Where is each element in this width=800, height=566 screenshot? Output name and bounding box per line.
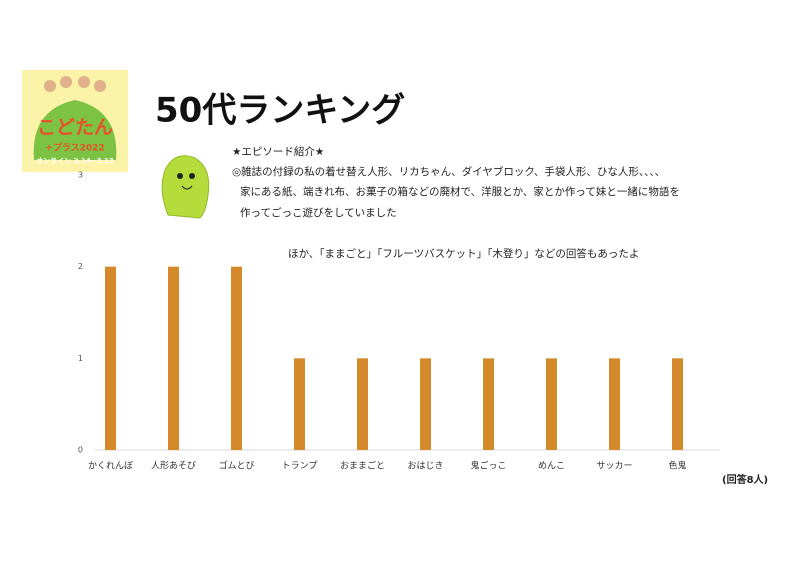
note: ほか、「ままごと」「フルーツバスケット」「木登り」などの回答もあったよ (288, 247, 639, 260)
bar (420, 358, 431, 450)
episode-heading: ★エピソード紹介★ (232, 145, 324, 158)
mascot-body (161, 155, 210, 219)
x-tick-label: 色鬼 (668, 460, 686, 472)
bar (483, 358, 494, 450)
mascot-eye (177, 173, 183, 179)
x-tick-label: おはじき (407, 461, 443, 472)
bar (672, 358, 683, 450)
x-tick-label: めんこ (538, 461, 565, 472)
bar (609, 358, 620, 450)
x-tick-label: ゴムとび (218, 460, 254, 472)
respondents: (回答8人) (722, 473, 768, 486)
y-tick-label: 2 (78, 262, 83, 271)
y-tick-label: 3 (78, 171, 83, 180)
x-tick-label: サッカー (596, 461, 632, 472)
logo-dates: オンライン 2.14~3.13 (36, 157, 114, 165)
x-tick-label: かくれんぼ (88, 461, 133, 472)
mascot-eye (189, 173, 195, 179)
y-tick-label: 1 (78, 354, 83, 363)
slide-title: 50代ランキング (155, 91, 405, 131)
logo-subtitle: +プラス2022 (45, 142, 104, 154)
logo-face (44, 80, 56, 92)
x-tick-label: 人形あそび (151, 460, 196, 472)
bar (231, 266, 242, 450)
y-tick-label: 0 (78, 446, 83, 455)
mascot (161, 155, 210, 219)
episode-line: 家にある紙、端きれ布、お菓子の箱などの廃材で、洋服とか、家とか作って妹と一緒に物… (240, 185, 680, 198)
mascot-mouth (181, 185, 193, 190)
logo: こどたん +プラス2022 オンライン 2.14~3.13 (22, 70, 128, 172)
bar (294, 358, 305, 450)
logo-name: こどたん (37, 117, 113, 139)
x-tick-label: おままごと (340, 460, 385, 472)
bar (546, 358, 557, 450)
x-tick-label: 鬼ごっこ (470, 460, 506, 472)
bar (168, 266, 179, 450)
logo-blob (33, 100, 117, 160)
x-tick-label: トランプ (282, 461, 318, 472)
episode-line: ◎雑誌の付録の私の着せ替え人形、リカちゃん、ダイヤブロック、手袋人形、ひな人形、… (232, 165, 665, 178)
episode-line: 作ってごっこ遊びをしていました (240, 206, 397, 219)
logo-face (94, 80, 106, 92)
bar (357, 358, 368, 450)
logo-face (78, 76, 90, 88)
bar (105, 266, 116, 450)
logo-face (60, 76, 72, 88)
